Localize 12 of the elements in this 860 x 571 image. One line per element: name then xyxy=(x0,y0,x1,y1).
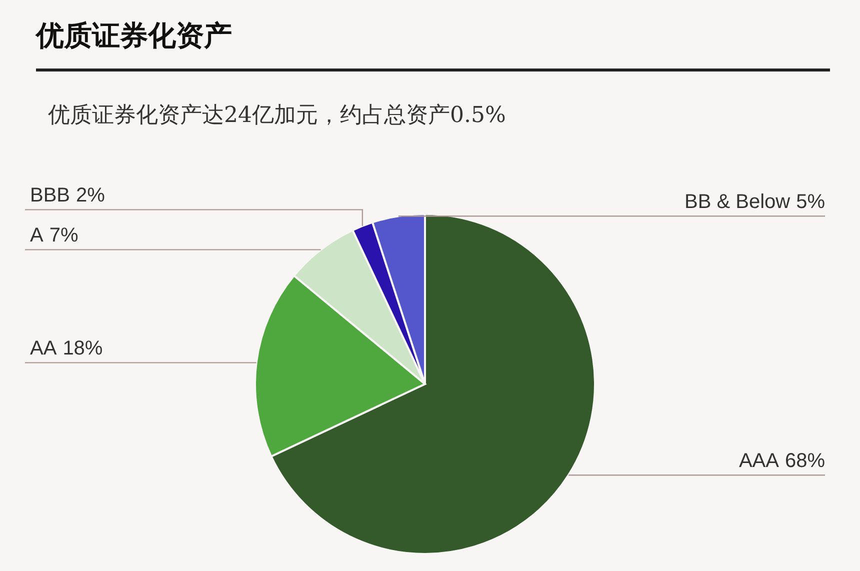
data-label: 7% xyxy=(49,224,78,247)
slice-label: BB & Below xyxy=(684,191,791,214)
chart-title: 优质证券化资产 xyxy=(35,19,232,52)
data-label: 18% xyxy=(62,338,103,360)
chart-subtitle: 优质证券化资产达24亿加元，约占总资产0.5% xyxy=(48,103,506,128)
data-label: 5% xyxy=(796,191,826,214)
slice-label: AA xyxy=(30,338,58,360)
slice-label: A xyxy=(30,224,44,247)
slice-label: BBB xyxy=(30,184,70,207)
data-label: 68% xyxy=(784,450,826,472)
slice-label: AAA xyxy=(738,450,780,472)
data-label: 2% xyxy=(76,184,106,207)
